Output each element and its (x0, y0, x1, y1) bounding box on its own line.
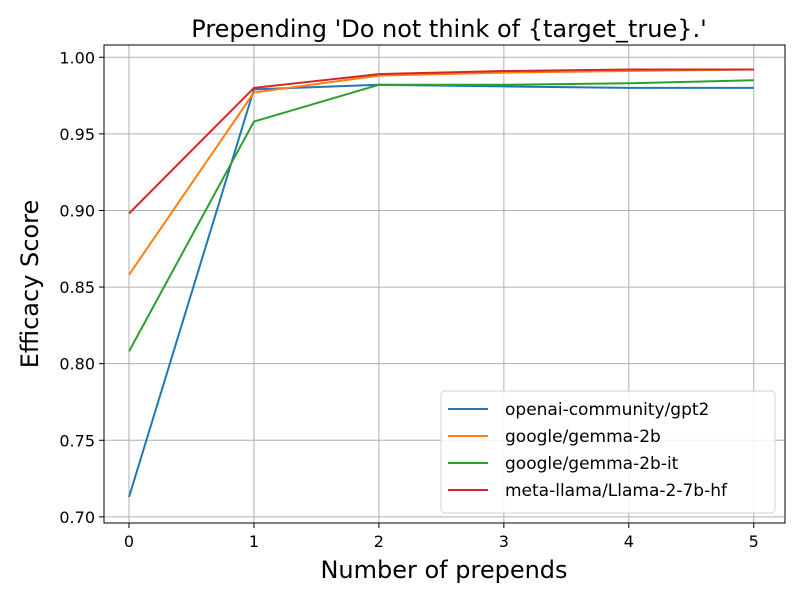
y-axis-ticks: 0.70 0.75 0.80 0.85 0.90 0.95 1.00 (59, 48, 104, 527)
x-axis-ticks: 0 1 2 3 4 5 (124, 523, 759, 551)
series-line (128, 79, 754, 352)
x-tick-label: 0 (124, 532, 134, 551)
y-tick-label: 0.95 (59, 125, 95, 144)
series-line (128, 68, 754, 215)
y-tick-label: 0.70 (59, 508, 95, 527)
y-tick-label: 1.00 (59, 48, 95, 67)
legend-box (440, 390, 776, 514)
legend-entry: google/gemma-2b (505, 427, 661, 447)
x-tick-label: 2 (374, 532, 384, 551)
legend: openai-community/gpt2 google/gemma-2b goog… (440, 390, 776, 514)
series-lines (128, 68, 754, 498)
y-axis-label: Efficacy Score (16, 200, 44, 369)
x-tick-label: 4 (624, 532, 634, 551)
x-tick-label: 3 (499, 532, 509, 551)
y-tick-label: 0.80 (59, 355, 95, 374)
legend-entry: openai-community/gpt2 (505, 400, 709, 420)
y-tick-label: 0.75 (59, 431, 95, 450)
chart-title: Prepending 'Do not think of {target_true… (191, 15, 706, 43)
plot-frame (103, 44, 786, 524)
legend-entry: google/gemma-2b-it (505, 454, 679, 474)
y-tick-label: 0.90 (59, 201, 95, 220)
legend-entry: meta-llama/Llama-2-7b-hf (505, 481, 728, 501)
x-tick-label: 5 (749, 532, 759, 551)
x-axis-label: Number of prepends (320, 556, 567, 584)
x-tick-label: 1 (249, 532, 259, 551)
y-tick-label: 0.85 (59, 278, 95, 297)
series-line (128, 68, 754, 276)
